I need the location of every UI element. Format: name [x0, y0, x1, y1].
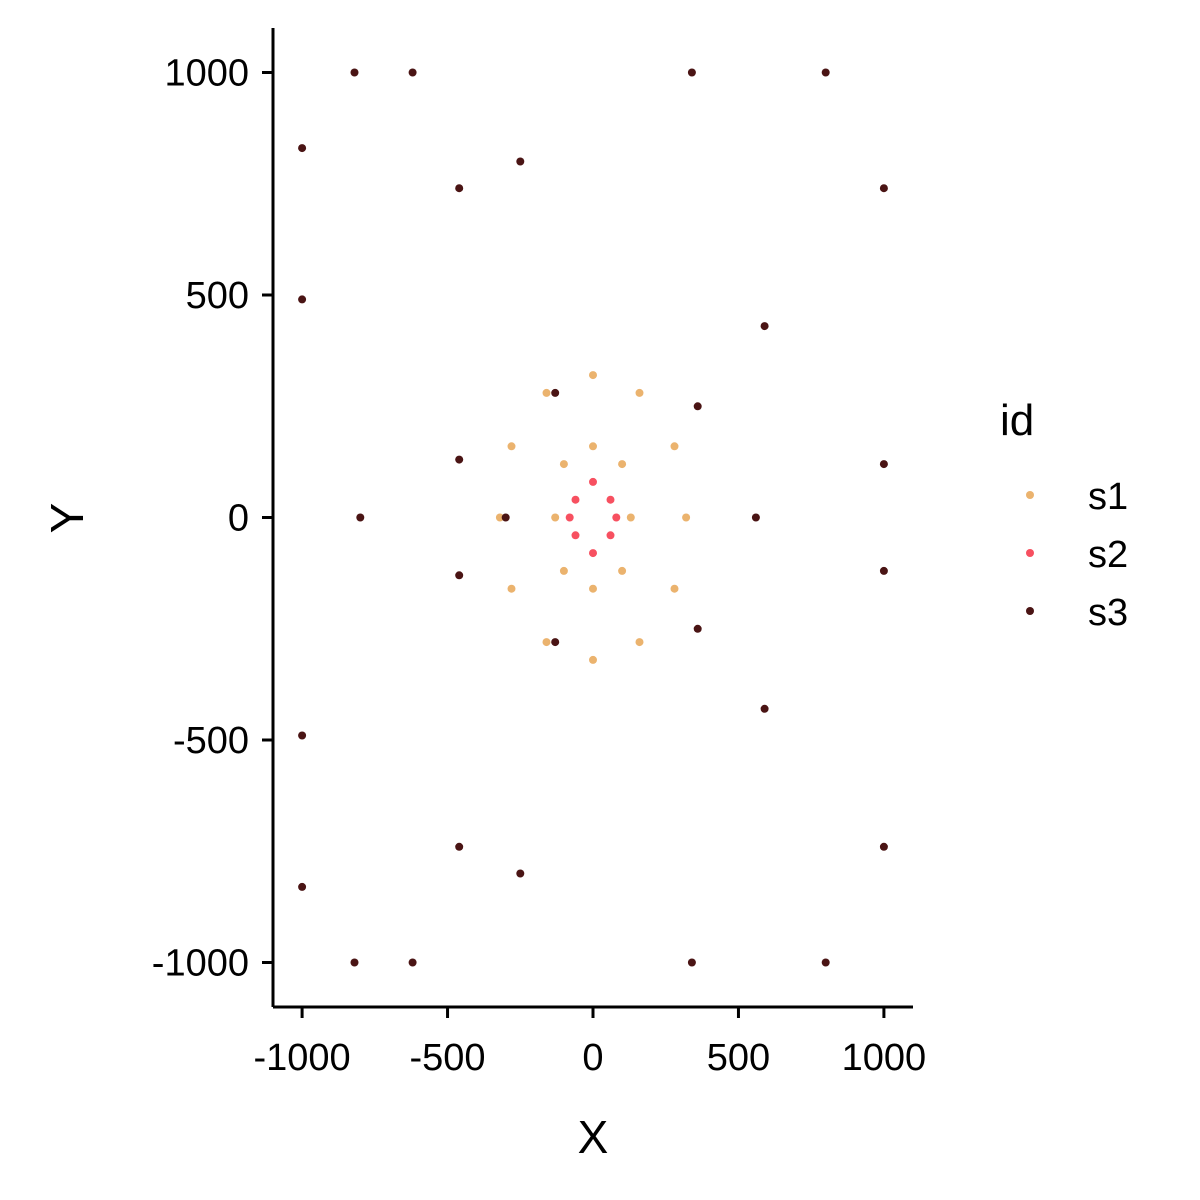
legend: s1 s2 s3 [1026, 476, 1128, 634]
y-tick-label-4: 1000 [164, 53, 249, 95]
series-s2 [565, 477, 621, 558]
point-s3-22 [821, 68, 830, 77]
point-s3-0 [298, 144, 307, 153]
legend-key-s2 [1026, 549, 1034, 557]
point-s2-6 [565, 513, 574, 522]
x-tick-label-0: -1000 [253, 1037, 350, 1079]
point-s3-11 [298, 882, 307, 891]
point-s1-1 [635, 388, 644, 397]
point-s1-18 [559, 566, 568, 575]
point-s1-12 [559, 460, 568, 469]
series-s3 [298, 68, 888, 967]
point-s1-3 [682, 513, 691, 522]
x-tick-label-1: -500 [410, 1037, 486, 1079]
point-s3-4 [551, 388, 560, 397]
axes: -1000 -500 0 500 1000 -1000 -500 0 500 1000 [152, 28, 926, 1079]
x-axis-title: X [578, 1111, 609, 1163]
legend-key-s3 [1026, 607, 1034, 615]
point-s1-6 [589, 655, 597, 664]
point-s3-21 [501, 513, 510, 522]
point-s2-5 [571, 531, 580, 540]
legend-label-s3: s3 [1088, 592, 1128, 634]
point-s3-27 [516, 869, 525, 878]
point-s3-8 [408, 68, 417, 77]
point-s1-5 [635, 638, 644, 647]
point-s3-23 [879, 184, 888, 193]
series-s1 [495, 371, 691, 664]
x-tick-label-4: 1000 [842, 1037, 927, 1079]
point-s3-18 [879, 566, 888, 575]
point-s3-25 [879, 842, 888, 851]
y-axis-title: Y [41, 503, 93, 534]
point-s3-26 [516, 157, 525, 166]
plot-area [298, 68, 888, 967]
point-s3-5 [298, 731, 307, 740]
point-s3-14 [760, 322, 769, 331]
point-s3-2 [298, 295, 307, 304]
legend-label-s2: s2 [1088, 534, 1128, 576]
point-s2-7 [571, 495, 580, 504]
point-s1-4 [670, 584, 679, 593]
point-s1-0 [589, 371, 597, 380]
point-s1-10 [507, 442, 516, 451]
point-s3-20 [455, 571, 464, 580]
point-s3-15 [879, 460, 888, 469]
point-s1-7 [542, 638, 551, 647]
point-s3-19 [455, 455, 464, 464]
point-s3-16 [687, 958, 696, 967]
point-s3-3 [455, 184, 464, 193]
point-s1-14 [618, 460, 627, 469]
legend-key-s1 [1026, 491, 1034, 499]
point-s3-17 [760, 704, 769, 713]
point-s2-2 [612, 513, 621, 522]
point-s2-1 [606, 495, 615, 504]
point-s1-15 [626, 513, 635, 522]
x-tick-label-3: 500 [707, 1037, 770, 1079]
point-s2-4 [589, 549, 597, 558]
point-s1-11 [542, 388, 551, 397]
legend-label-s1: s1 [1088, 476, 1128, 518]
point-s1-8 [507, 584, 516, 593]
legend-title: id [1000, 396, 1034, 445]
point-s1-16 [618, 566, 627, 575]
y-tick-label-2: 0 [228, 498, 249, 540]
y-tick-label-0: -1000 [152, 943, 249, 985]
point-s1-13 [589, 442, 597, 451]
point-s2-3 [606, 531, 615, 540]
point-s3-28 [751, 513, 760, 522]
point-s3-9 [356, 513, 365, 522]
point-s1-17 [589, 584, 597, 593]
y-tick-label-1: -500 [173, 720, 249, 762]
point-s3-7 [551, 638, 560, 647]
point-s3-1 [350, 68, 359, 77]
point-s3-10 [408, 958, 417, 967]
point-s3-12 [350, 958, 359, 967]
y-tick-label-3: 500 [186, 275, 249, 317]
point-s3-30 [693, 624, 702, 633]
point-s3-24 [821, 958, 830, 967]
point-s2-0 [589, 477, 597, 486]
point-s3-13 [687, 68, 696, 77]
point-s3-29 [693, 402, 702, 411]
point-s1-2 [670, 442, 679, 451]
x-tick-label-2: 0 [582, 1037, 603, 1079]
point-s1-19 [551, 513, 560, 522]
point-s3-6 [455, 842, 464, 851]
point-s1-9 [495, 513, 504, 522]
